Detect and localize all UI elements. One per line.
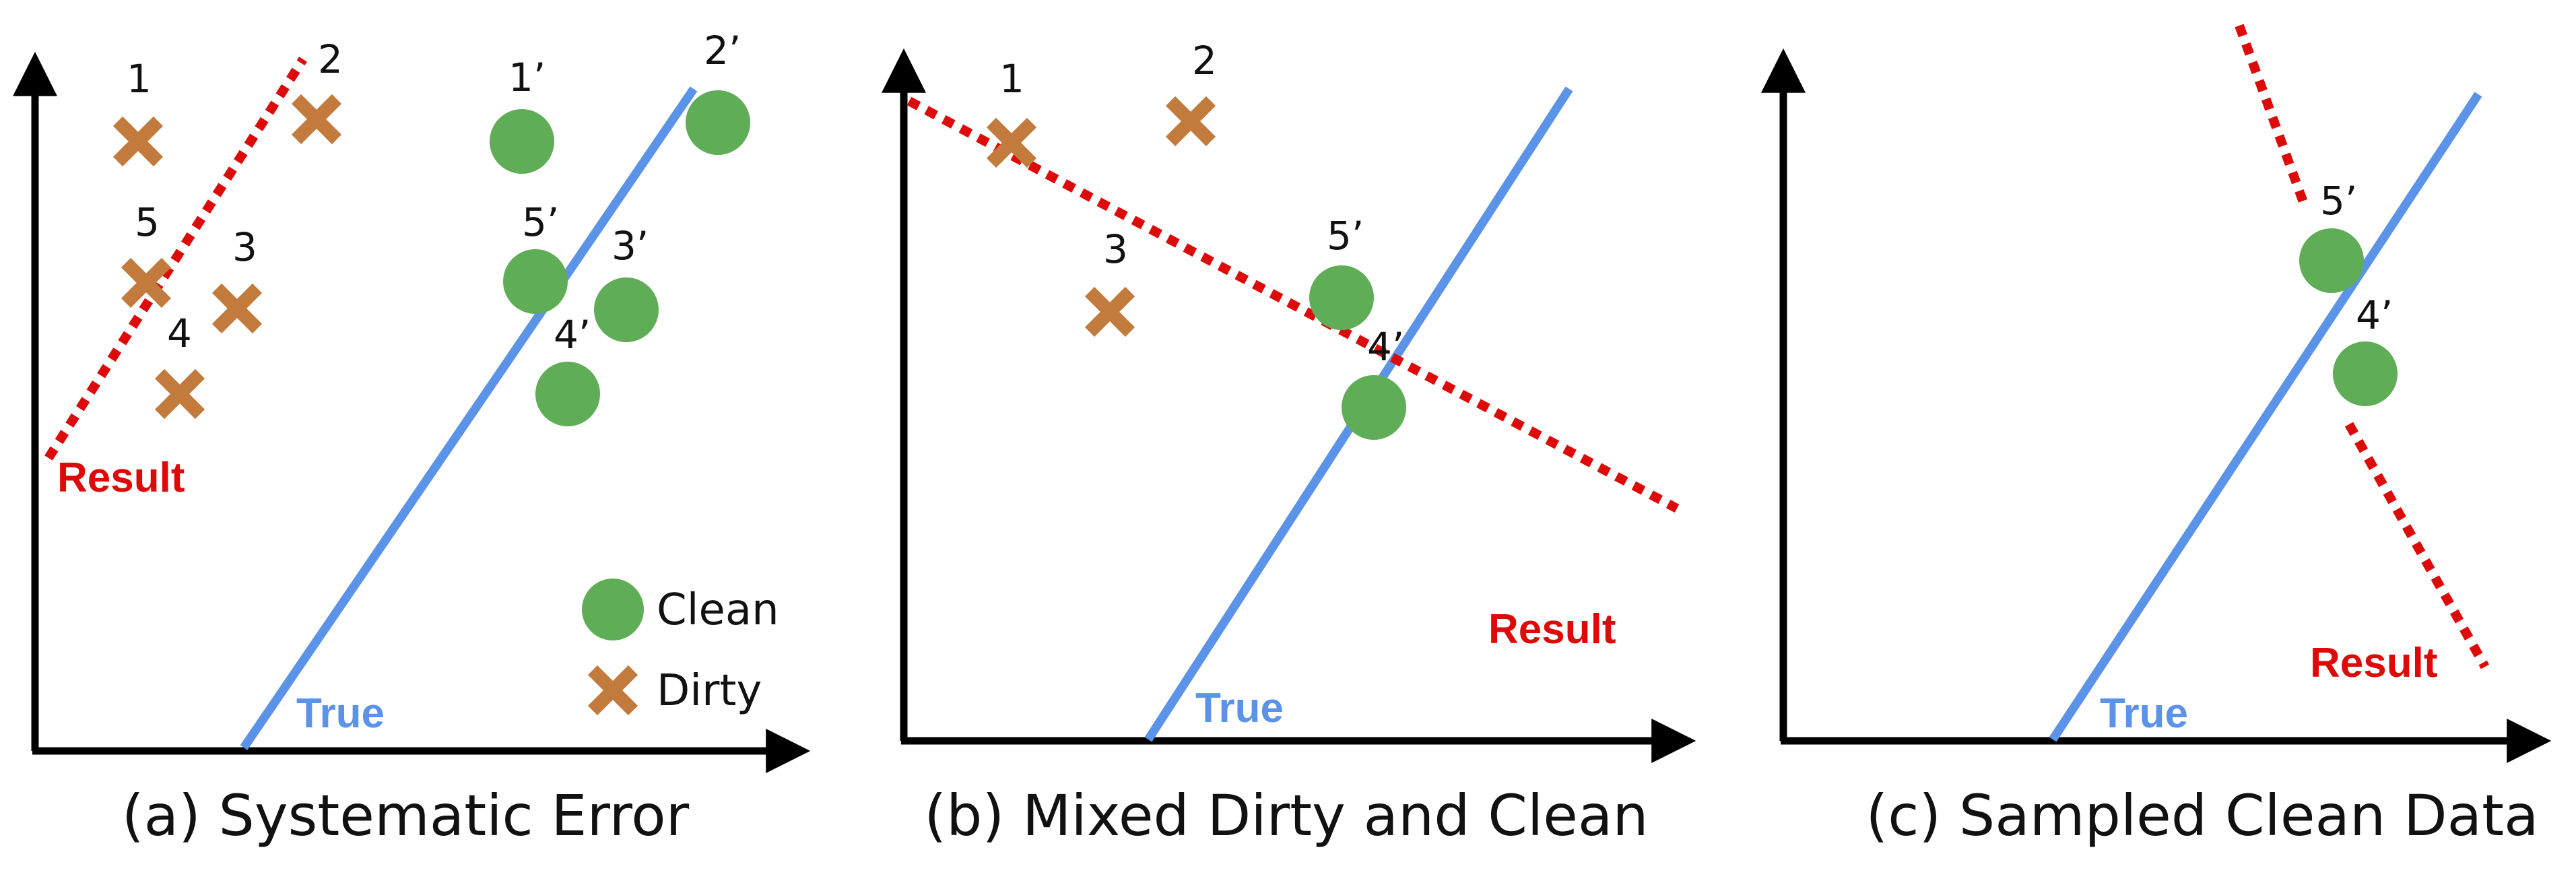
legend-clean-label: Clean xyxy=(657,585,779,635)
legend: Clean Dirty xyxy=(582,579,779,716)
dirty-point xyxy=(1084,286,1135,337)
panel-a-true-label: True xyxy=(296,690,385,737)
panel-a-result-label: Result xyxy=(57,455,185,501)
point-label: 3 xyxy=(1103,226,1128,272)
point-label: 2’ xyxy=(704,28,741,73)
panel-c-true-line xyxy=(2049,92,2482,742)
point-label: 1 xyxy=(127,56,152,102)
panel-c-result-label: Result xyxy=(2310,640,2437,686)
dirty-point xyxy=(291,94,342,145)
clean-point xyxy=(2299,228,2364,293)
point-label: 3’ xyxy=(612,223,649,269)
point-label: 2 xyxy=(1192,38,1217,84)
clean-point xyxy=(2333,341,2398,406)
panel-c-result-line xyxy=(2235,24,2490,669)
panel-c-caption: (c) Sampled Clean Data xyxy=(1865,783,2538,849)
panel-a-caption: (a) Systematic Error xyxy=(122,783,690,849)
panel-b-true-label: True xyxy=(1195,685,1284,731)
clean-point xyxy=(594,277,659,342)
point-label: 1 xyxy=(999,56,1024,102)
point-label: 5’ xyxy=(2320,178,2357,224)
clean-point xyxy=(535,362,600,426)
panel-c-true-label: True xyxy=(2100,690,2188,737)
panel-b: True Result 1 2 3 5’ 4’ (b) Mixed Dirty … xyxy=(882,38,1696,849)
point-label: 5’ xyxy=(1327,213,1364,259)
clean-point xyxy=(1309,265,1374,330)
dirty-point xyxy=(121,257,172,308)
panel-a-result-line xyxy=(44,57,307,461)
clean-point xyxy=(686,90,750,155)
legend-clean-swatch xyxy=(582,579,644,640)
legend-dirty-label: Dirty xyxy=(657,666,762,716)
panel-c: True Result 5’ 4’ (c) Sampled Clean Data xyxy=(1761,24,2552,849)
point-label: 4’ xyxy=(554,312,591,358)
point-label: 2 xyxy=(318,36,343,82)
point-label: 5’ xyxy=(522,199,559,245)
dirty-point xyxy=(211,283,263,334)
legend-dirty-swatch xyxy=(587,665,638,716)
dirty-point xyxy=(154,368,205,420)
panel-b-result-label: Result xyxy=(1488,606,1616,653)
point-label: 1’ xyxy=(508,55,546,100)
dirty-point xyxy=(1165,96,1216,147)
panel-a-true-line xyxy=(240,86,698,750)
point-label: 4’ xyxy=(1367,324,1404,370)
dirty-point xyxy=(986,117,1037,168)
panel-a: True Result 1 2 5 3 4 1’ 2’ 5’ 3’ 4’ Cle… xyxy=(13,28,811,849)
dirty-point xyxy=(112,116,164,167)
panel-b-caption: (b) Mixed Dirty and Clean xyxy=(924,783,1648,849)
point-label: 4’ xyxy=(2356,292,2393,338)
point-label: 3 xyxy=(232,224,257,270)
panel-b-result-line xyxy=(906,96,1680,513)
point-label: 5 xyxy=(135,199,160,245)
clean-point xyxy=(490,109,554,174)
clean-point xyxy=(503,249,568,314)
point-label: 4 xyxy=(167,310,192,356)
clean-point xyxy=(1342,375,1406,440)
